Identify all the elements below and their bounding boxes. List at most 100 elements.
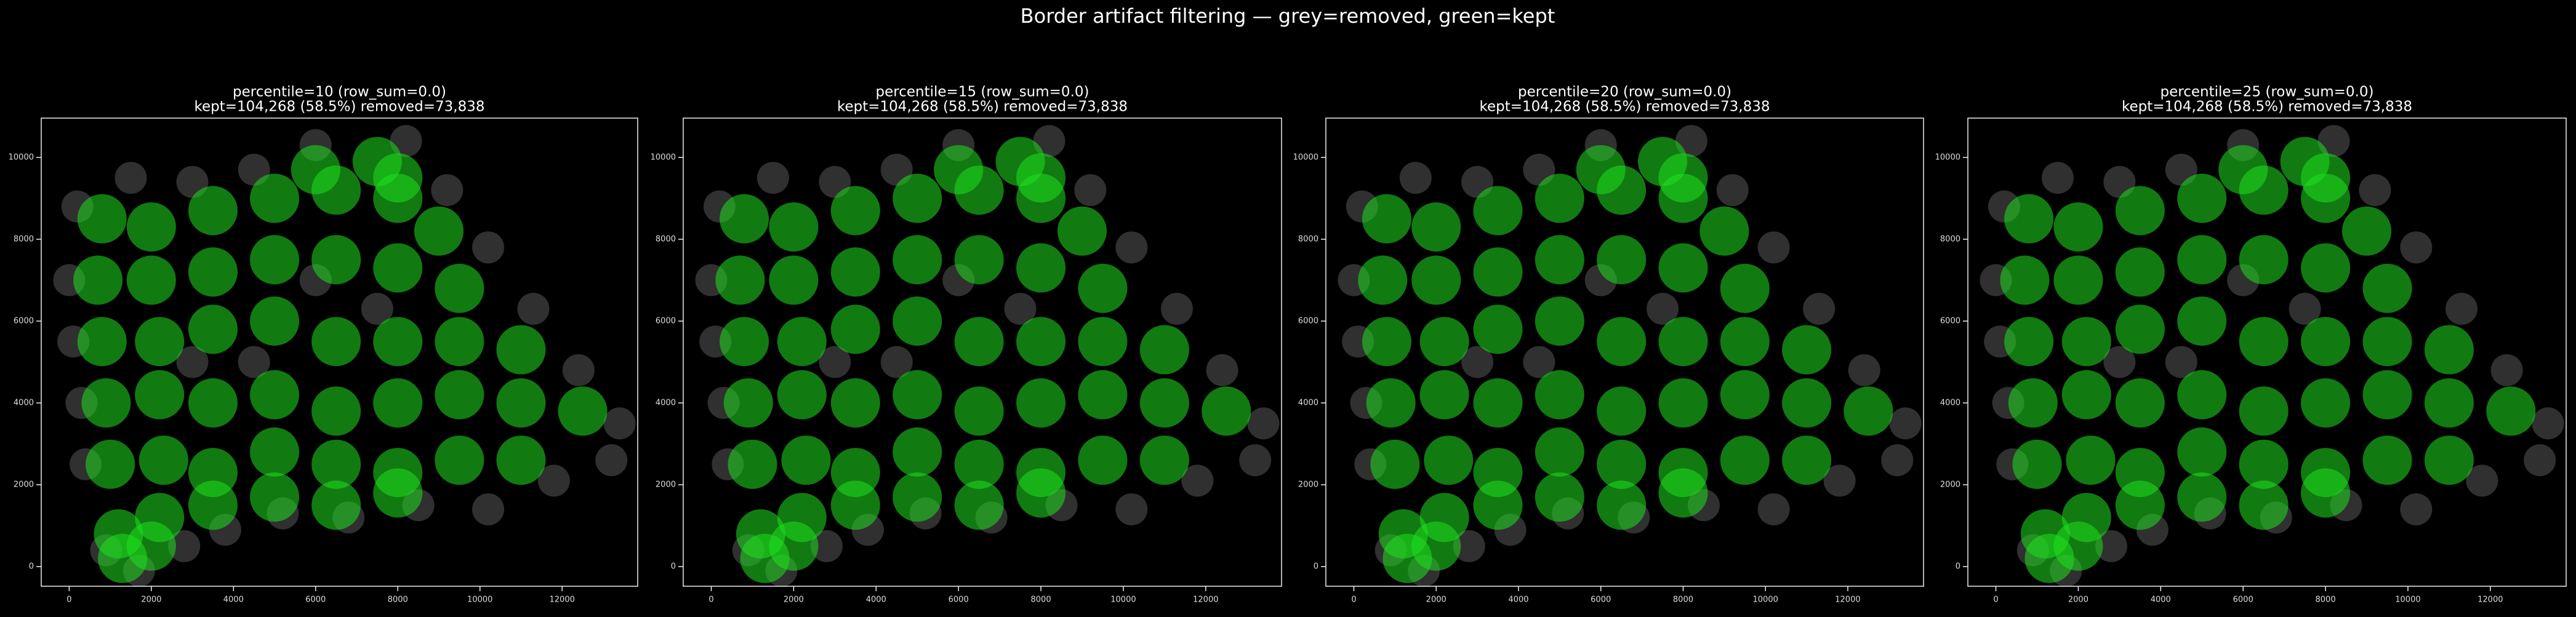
x-tick-label: 6000 xyxy=(949,595,969,605)
x-tick-label: 4000 xyxy=(2151,595,2171,605)
point xyxy=(2359,174,2391,207)
point xyxy=(250,427,300,477)
point xyxy=(2424,325,2474,375)
point xyxy=(720,194,769,244)
point xyxy=(2239,480,2289,530)
point xyxy=(723,378,773,428)
point xyxy=(114,162,147,194)
point xyxy=(77,317,127,367)
points xyxy=(1338,125,1922,586)
point xyxy=(537,464,570,497)
point xyxy=(595,444,628,477)
point xyxy=(1658,317,1708,367)
point xyxy=(1181,464,1214,497)
point xyxy=(77,194,127,244)
x-tick-label: 8000 xyxy=(1031,595,1051,605)
point xyxy=(1782,325,1832,375)
point xyxy=(830,378,880,428)
point xyxy=(2532,407,2564,440)
point xyxy=(238,346,270,378)
point xyxy=(1074,174,1107,207)
point xyxy=(168,530,201,562)
point xyxy=(73,255,123,305)
point xyxy=(250,370,300,420)
point xyxy=(2066,436,2116,485)
point xyxy=(496,378,546,428)
x-tick-label: 8000 xyxy=(1673,595,1693,605)
axes-frame xyxy=(683,117,1282,587)
x-tick-label: 10000 xyxy=(2395,595,2420,605)
point xyxy=(1473,247,1523,297)
point xyxy=(1419,370,1469,420)
point xyxy=(2061,370,2111,420)
point xyxy=(2362,370,2412,420)
point xyxy=(1160,292,1193,325)
point xyxy=(2115,186,2165,236)
y-tick-label: 8000 xyxy=(656,234,676,244)
points xyxy=(695,125,1280,586)
point xyxy=(1115,231,1148,264)
point xyxy=(126,255,176,305)
point xyxy=(1461,346,1494,378)
point xyxy=(893,472,942,522)
subplot-title: percentile=10 (row_sum=0.0) xyxy=(233,84,446,100)
point xyxy=(1453,530,1485,562)
x-tick-label: 8000 xyxy=(388,595,408,605)
point xyxy=(1889,407,1922,440)
point xyxy=(311,439,361,489)
point xyxy=(2008,378,2058,428)
x-tick-label: 4000 xyxy=(866,595,886,605)
subplot-title: kept=104,268 (58.5%) removed=73,838 xyxy=(195,99,485,115)
point xyxy=(781,436,831,485)
point xyxy=(720,317,769,367)
point xyxy=(1757,231,1790,264)
x-tick-label: 12000 xyxy=(1835,595,1860,605)
point xyxy=(954,165,1004,215)
point xyxy=(2362,317,2412,367)
point xyxy=(756,162,789,194)
point xyxy=(1803,292,1836,325)
point xyxy=(2004,317,2054,367)
y-tick-label: 0 xyxy=(1956,562,1960,571)
point xyxy=(1411,521,1461,571)
subplot-title: percentile=15 (row_sum=0.0) xyxy=(876,84,1089,100)
point xyxy=(1139,325,1189,375)
point xyxy=(728,439,777,489)
point xyxy=(1535,296,1584,346)
point xyxy=(1782,436,1832,485)
point xyxy=(311,235,361,285)
point xyxy=(1699,206,1749,256)
point xyxy=(435,436,484,485)
x-tick-label: 4000 xyxy=(1508,595,1528,605)
point xyxy=(2061,317,2111,367)
point xyxy=(126,202,176,252)
point xyxy=(2239,386,2289,436)
point xyxy=(311,386,361,436)
point xyxy=(954,386,1004,436)
y-tick-label: 10000 xyxy=(1935,153,1960,162)
point xyxy=(1658,243,1708,293)
point xyxy=(2239,439,2289,489)
point xyxy=(715,255,765,305)
y-tick-label: 8000 xyxy=(1940,234,1960,244)
x-tick-label: 0 xyxy=(708,595,713,605)
point xyxy=(435,317,484,367)
point xyxy=(135,317,185,367)
x-tick-label: 0 xyxy=(66,595,71,605)
y-tick-label: 6000 xyxy=(656,316,676,325)
point xyxy=(2053,202,2103,252)
subplot-title: kept=104,268 (58.5%) removed=73,838 xyxy=(2122,99,2412,115)
point xyxy=(2400,493,2433,525)
point xyxy=(1757,493,1790,525)
point xyxy=(135,370,185,420)
point xyxy=(1139,378,1189,428)
x-tick-label: 2000 xyxy=(141,595,161,605)
y-tick-label: 2000 xyxy=(1940,480,1960,490)
point xyxy=(2301,317,2351,367)
point xyxy=(1535,427,1584,477)
point xyxy=(1881,444,1914,477)
point xyxy=(1358,255,1408,305)
figure-title: Border artifact filtering — grey=removed… xyxy=(1021,4,1555,28)
point xyxy=(1597,165,1647,215)
point xyxy=(1535,472,1584,522)
